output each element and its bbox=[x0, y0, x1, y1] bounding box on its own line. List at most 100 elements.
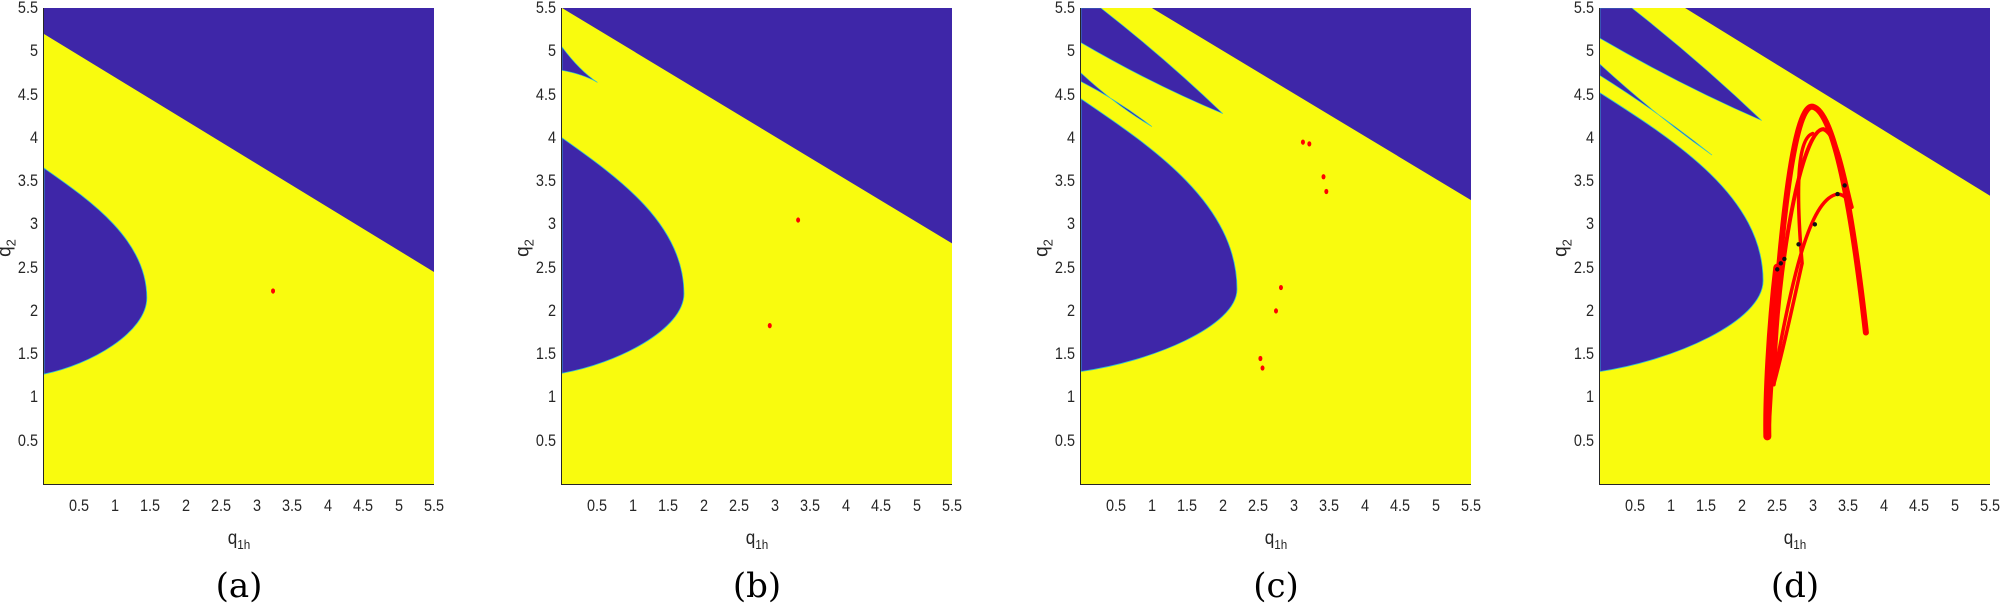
x-axis-label-sub: 1h bbox=[1274, 536, 1288, 552]
y-axis-line bbox=[1080, 8, 1081, 485]
y-tick-label: 5.5 bbox=[17, 0, 38, 17]
x-axis-line bbox=[561, 484, 952, 485]
x-tick-label: 2.5 bbox=[211, 496, 232, 515]
y-tick-label: 5 bbox=[1066, 41, 1075, 61]
y-tick-label: 1.5 bbox=[17, 344, 38, 364]
x-tick-label: 4.5 bbox=[871, 496, 892, 515]
y-tick-label: 1 bbox=[547, 387, 556, 407]
x-tick-label: 0.5 bbox=[1625, 496, 1646, 515]
y-axis-label-main: q bbox=[0, 246, 16, 257]
y-tick-label: 2 bbox=[29, 300, 38, 320]
y-tick-label: 3.5 bbox=[1054, 171, 1075, 191]
x-tick-label: 1.5 bbox=[1696, 496, 1717, 515]
x-tick-label: 2.5 bbox=[1248, 496, 1269, 515]
x-tick-label: 5.5 bbox=[1979, 496, 2000, 515]
panel-b: 5.5 5 4.5 4 3.5 3 2.5 2 1.5 1 0.5 0.5 1 1.5 2 2.5 3 3.5 4 4… bbox=[513, 0, 1018, 616]
y-tick-label: 2 bbox=[547, 300, 556, 320]
x-tick-label: 5 bbox=[1431, 496, 1440, 515]
basin-plot-area bbox=[44, 8, 434, 484]
x-tick-label: 4.5 bbox=[353, 496, 374, 515]
y-tick-label: 1.5 bbox=[1573, 344, 1594, 364]
x-tick-label: 3.5 bbox=[282, 496, 303, 515]
x-tick-label: 4.5 bbox=[1909, 496, 1930, 515]
x-tick-label: 1.5 bbox=[140, 496, 161, 515]
y-tick-label: 2.5 bbox=[535, 257, 556, 277]
y-tick-label: 5.5 bbox=[1054, 0, 1075, 17]
basin_blue_finger_1 bbox=[1600, 8, 1762, 121]
panel-a: 5.5 5 4.5 4 3.5 3 2.5 2 1.5 1 0.5 0.5 1 1.5 2 2.5 3 3.5 4 4… bbox=[0, 0, 500, 616]
x-tick-label: 4 bbox=[1879, 496, 1888, 515]
x-tick-label: 1 bbox=[628, 496, 637, 515]
basin_blue_finger_2 bbox=[1081, 72, 1153, 127]
y-tick-label: 3.5 bbox=[1573, 171, 1594, 191]
y-tick-label: 5.5 bbox=[1573, 0, 1594, 17]
y-tick-label: 4 bbox=[29, 127, 38, 147]
y-tick-label: 4 bbox=[1066, 127, 1075, 147]
x-tick-label: 2 bbox=[1218, 496, 1227, 515]
y-tick-label: 5 bbox=[1585, 41, 1594, 61]
basin_blue_finger_2 bbox=[1600, 63, 1713, 156]
x-axis-label: q1h bbox=[1784, 528, 1807, 552]
x-axis-label-main: q bbox=[745, 528, 756, 549]
y-axis-line bbox=[561, 8, 562, 485]
x-axis-label-sub: 1h bbox=[1793, 536, 1807, 552]
y-tick-label: 1 bbox=[1066, 387, 1075, 407]
x-tick-label: 4 bbox=[1360, 496, 1369, 515]
panel-caption: (a) bbox=[215, 566, 263, 606]
y-tick-label: 3 bbox=[1066, 214, 1075, 234]
y-tick-label: 4 bbox=[547, 127, 556, 147]
x-axis-label-sub: 1h bbox=[755, 536, 769, 552]
y-tick-label: 3 bbox=[1585, 214, 1594, 234]
basin_blue_upper bbox=[44, 8, 434, 272]
y-axis-label: q2 bbox=[0, 239, 18, 257]
x-tick-label: 2.5 bbox=[1767, 496, 1788, 515]
y-tick-label: 5 bbox=[29, 41, 38, 61]
y-tick-label: 4.5 bbox=[1573, 84, 1594, 104]
x-tick-label: 0.5 bbox=[1106, 496, 1127, 515]
x-tick-label: 4.5 bbox=[1390, 496, 1411, 515]
y-tick-label: 2.5 bbox=[1573, 257, 1594, 277]
y-axis-label: q2 bbox=[1032, 239, 1056, 257]
x-tick-label: 1.5 bbox=[1177, 496, 1198, 515]
x-tick-label: 2.5 bbox=[729, 496, 750, 515]
y-tick-label: 4 bbox=[1585, 127, 1594, 147]
basin_blue_left bbox=[44, 167, 148, 375]
y-axis-label-main: q bbox=[512, 246, 534, 257]
panel-caption: (d) bbox=[1770, 566, 1820, 606]
x-tick-label: 5.5 bbox=[1460, 496, 1482, 515]
y-tick-label: 2.5 bbox=[1054, 257, 1075, 277]
x-axis-line bbox=[43, 484, 434, 485]
x-tick-label: 3.5 bbox=[800, 496, 821, 515]
x-axis-label-main: q bbox=[227, 528, 238, 549]
x-axis-label: q1h bbox=[746, 528, 769, 552]
x-tick-label: 2 bbox=[181, 496, 190, 515]
y-axis-label-sub: 2 bbox=[1040, 239, 1056, 247]
x-tick-label: 3 bbox=[770, 496, 779, 515]
y-axis-label-main: q bbox=[1550, 246, 1572, 257]
x-axis-line bbox=[1599, 484, 1990, 485]
y-axis-label-main: q bbox=[1031, 246, 1053, 257]
x-axis-label-main: q bbox=[1264, 528, 1275, 549]
y-tick-label: 3 bbox=[29, 214, 38, 234]
x-tick-label: 0.5 bbox=[69, 496, 90, 515]
x-tick-label: 1.5 bbox=[658, 496, 679, 515]
basin_blue_finger_1 bbox=[1081, 8, 1224, 114]
y-tick-label: 3.5 bbox=[17, 171, 38, 191]
basin-plot-area bbox=[1081, 8, 1471, 484]
y-tick-label: 0.5 bbox=[1054, 430, 1075, 450]
x-axis-label-main: q bbox=[1783, 528, 1794, 549]
x-tick-label: 3.5 bbox=[1319, 496, 1340, 515]
x-tick-label: 5 bbox=[394, 496, 403, 515]
basin-plot-area bbox=[562, 8, 952, 484]
x-tick-label: 2 bbox=[1737, 496, 1746, 515]
y-tick-label: 0.5 bbox=[535, 430, 556, 450]
y-tick-label: 4.5 bbox=[17, 84, 38, 104]
y-tick-label: 5 bbox=[547, 41, 556, 61]
x-tick-label: 3 bbox=[252, 496, 261, 515]
y-tick-label: 3 bbox=[547, 214, 556, 234]
y-tick-label: 2 bbox=[1585, 300, 1594, 320]
x-tick-label: 0.5 bbox=[587, 496, 608, 515]
x-tick-label: 3 bbox=[1289, 496, 1298, 515]
panel-c: 5.5 5 4.5 4 3.5 3 2.5 2 1.5 1 0.5 0.5 1 1.5 2 2.5 3 3.5 4 4… bbox=[1032, 0, 1537, 616]
y-tick-label: 4.5 bbox=[535, 84, 556, 104]
